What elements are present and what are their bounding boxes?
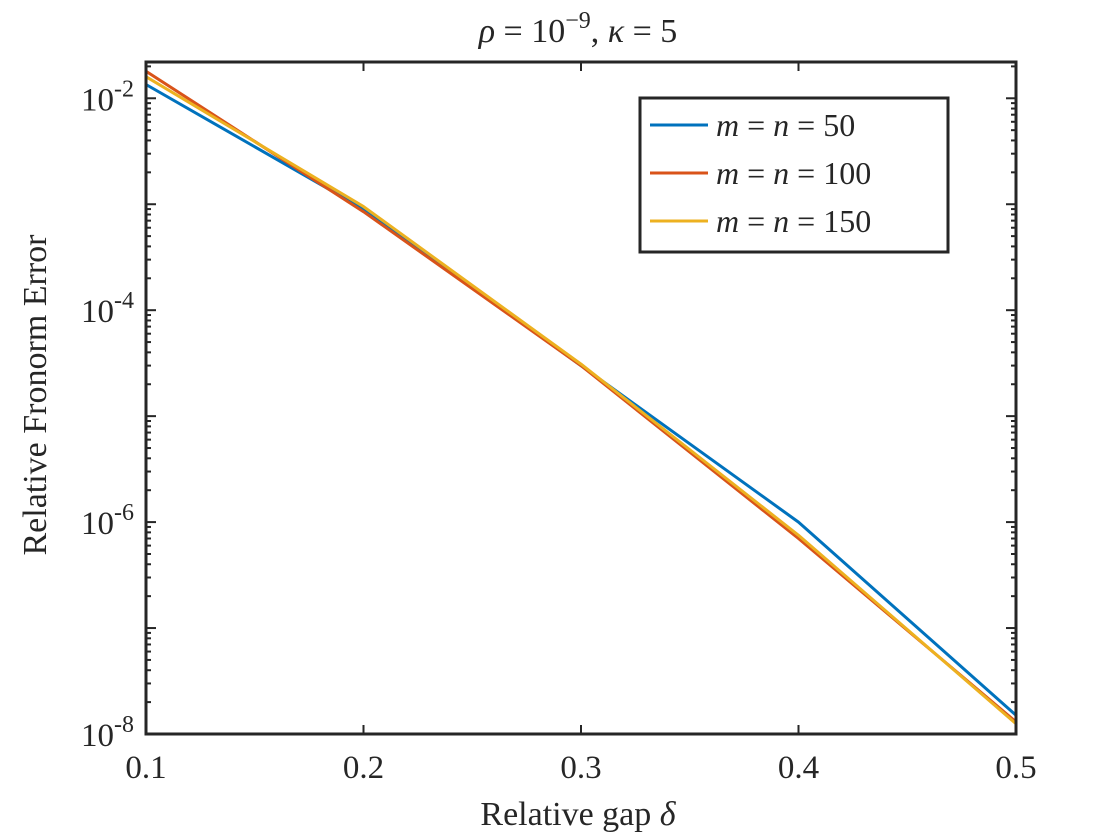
- legend-label: m = n = 100: [716, 155, 871, 191]
- legend-label-part: m: [716, 203, 739, 239]
- series-line-3: [145, 75, 1017, 725]
- legend-label-part: 100: [823, 155, 871, 191]
- y-tick-exponent: -2: [114, 76, 134, 102]
- legend-label-part: n: [773, 155, 789, 191]
- legend-label-part: 150: [823, 203, 871, 239]
- legend-label-part: =: [739, 203, 773, 239]
- legend-label-part: m: [716, 155, 739, 191]
- ticks-layer: 0.1 0.2 0.3 0.4 0.510-810-610-410-2: [81, 62, 1037, 786]
- legend-label: m = n = 50: [716, 107, 855, 143]
- title-rho: ρ: [478, 13, 495, 50]
- y-tick-label: 10-6: [81, 500, 134, 542]
- chart-title: ρ = 10−9, κ = 5: [478, 8, 678, 50]
- legend-label-part: n: [773, 203, 789, 239]
- title-comma: ,: [591, 13, 608, 50]
- legend-label-part: =: [739, 155, 773, 191]
- y-tick-base: 10: [81, 506, 114, 542]
- x-axis-label-text: Relative gap: [480, 796, 659, 833]
- series-layer: [145, 69, 1017, 725]
- x-tick-label: 0.2: [343, 750, 384, 786]
- y-axis-label: Relative Fronorm Error: [17, 234, 54, 556]
- y-tick-base: 10: [81, 294, 114, 330]
- y-tick-label: 10-4: [81, 288, 134, 330]
- title-kappa: κ: [608, 13, 625, 50]
- x-tick-label: 0.3: [560, 750, 601, 786]
- plot-frame: [144, 60, 1018, 736]
- x-axis-label: Relative gap δ: [480, 796, 676, 833]
- legend-label-part: =: [789, 203, 823, 239]
- y-tick-exponent: -6: [114, 500, 134, 526]
- legend-label-part: =: [789, 107, 823, 143]
- legend-label-part: =: [739, 107, 773, 143]
- y-tick-base: 10: [81, 82, 114, 118]
- title-exponent: −9: [565, 8, 591, 34]
- x-tick-label: 0.4: [778, 750, 819, 786]
- x-tick-label: 0.5: [995, 750, 1036, 786]
- y-tick-label: 10-8: [81, 712, 134, 754]
- x-tick-label: 0.1: [125, 750, 166, 786]
- legend-label-part: m: [716, 107, 739, 143]
- legend-label-part: =: [789, 155, 823, 191]
- legend-label-part: 50: [823, 107, 855, 143]
- legend-label: m = n = 150: [716, 203, 871, 239]
- y-tick-label: 10-2: [81, 76, 134, 118]
- title-eq1: = 10: [495, 13, 565, 50]
- y-tick-exponent: -8: [114, 712, 134, 738]
- title-eq2: = 5: [624, 13, 677, 50]
- y-tick-base: 10: [81, 718, 114, 754]
- y-tick-exponent: -4: [114, 288, 134, 314]
- legend-label-part: n: [773, 107, 789, 143]
- x-axis-label-symbol: δ: [660, 796, 677, 833]
